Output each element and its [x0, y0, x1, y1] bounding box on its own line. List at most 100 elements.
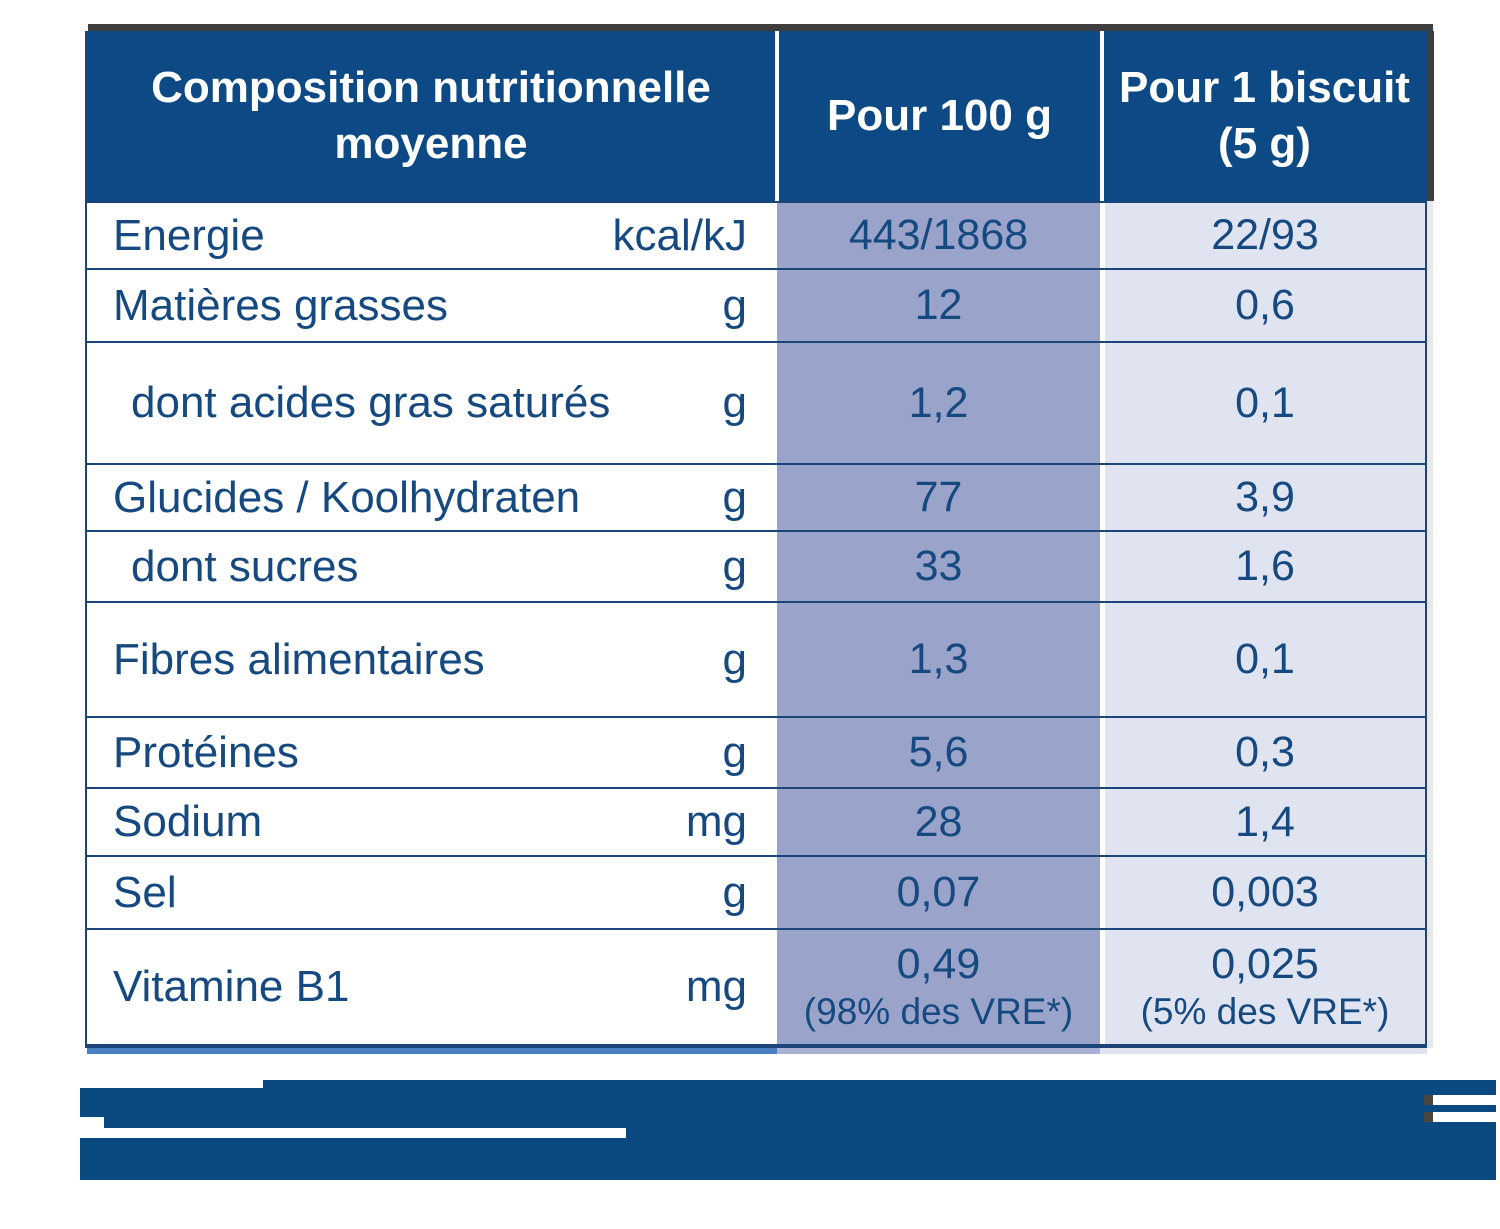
value-per-100g-main: 5,6 [908, 728, 969, 776]
redacted-footnote-notch [80, 1117, 104, 1128]
column-divider [1100, 789, 1105, 855]
nutrient-unit: g [722, 280, 747, 330]
nutrient-label: dont sucres [131, 541, 359, 591]
redacted-footnote-slot-2 [1433, 1112, 1500, 1122]
value-per-100g-note: (98% des VRE*) [803, 990, 1074, 1032]
table-bottom-edge-left [87, 1048, 777, 1054]
table-row: dont sucres g 33 1,6 [87, 530, 1425, 601]
table-row: Protéines g 5,6 0,3 [87, 716, 1425, 787]
column-divider [1100, 270, 1105, 341]
nutrient-label-cell: Glucides / Koolhydraten g [87, 465, 777, 530]
value-per-100g: 1,3 [777, 603, 1100, 716]
value-per-100g-main: 1,2 [908, 378, 969, 427]
value-per-biscuit: 1,6 [1105, 532, 1425, 601]
nutrient-unit: g [722, 867, 747, 917]
table-right-shadow-body [1427, 201, 1433, 1048]
value-per-biscuit-main: 0,3 [1235, 728, 1295, 776]
value-per-100g-main: 12 [914, 281, 963, 329]
nutrient-label: Protéines [113, 727, 299, 777]
value-per-biscuit: 1,4 [1105, 789, 1425, 855]
header-per-100g: Pour 100 g [779, 31, 1100, 201]
value-per-100g: 77 [777, 465, 1100, 530]
value-per-biscuit-main: 1,4 [1235, 797, 1295, 846]
column-divider [1100, 203, 1105, 268]
column-divider [1100, 718, 1105, 787]
value-per-100g-main: 443/1868 [848, 211, 1029, 259]
nutrient-unit: mg [685, 962, 747, 1011]
table-row: Glucides / Koolhydraten g 77 3,9 [87, 463, 1425, 530]
value-per-biscuit-note: (5% des VRE*) [1140, 990, 1390, 1032]
table-row: dont acides gras saturés g 1,2 0,1 [87, 341, 1425, 463]
value-per-biscuit-main: 1,6 [1235, 542, 1295, 590]
column-divider [1100, 930, 1105, 1044]
nutrient-label-cell: Fibres alimentaires g [87, 603, 777, 716]
table-row: Energie kcal/kJ 443/1868 22/93 [87, 201, 1425, 268]
nutrient-unit: mg [685, 797, 747, 846]
column-divider [1100, 857, 1105, 928]
header-per-biscuit-line1: Pour 1 biscuit [1119, 63, 1410, 112]
table-bottom-edge-middle [777, 1048, 1100, 1054]
nutrient-unit: g [722, 727, 747, 777]
nutrient-label: Glucides / Koolhydraten [113, 472, 581, 522]
nutrient-label-cell: Sodium mg [87, 789, 777, 855]
value-per-100g: 5,6 [777, 718, 1100, 787]
nutrient-unit: g [722, 634, 747, 684]
value-per-biscuit-main: 22/93 [1211, 211, 1319, 259]
nutrient-unit: g [722, 472, 747, 522]
value-per-biscuit: 0,1 [1105, 603, 1425, 716]
table-row: Vitamine B1 mg 0,49 (98% des VRE*) 0,025 (5% … [87, 928, 1425, 1044]
table-row: Sodium mg 28 1,4 [87, 787, 1425, 855]
value-per-biscuit-main: 0,6 [1235, 281, 1295, 329]
value-per-100g: 1,2 [777, 343, 1100, 463]
nutrient-unit: g [722, 541, 747, 591]
table-row: Sel g 0,07 0,003 [87, 855, 1425, 928]
nutrient-label: Sel [113, 867, 177, 917]
column-divider [1100, 532, 1105, 601]
value-per-biscuit: 3,9 [1105, 465, 1425, 530]
redacted-footnote-slot-1 [1433, 1095, 1500, 1105]
header-composition-line2: moyenne [334, 119, 528, 168]
header-composition-line1: Composition nutritionnelle [151, 63, 711, 112]
table-bottom-edge-right [1100, 1048, 1427, 1054]
value-per-100g-main: 33 [914, 542, 963, 590]
value-per-100g-main: 0,07 [896, 868, 981, 916]
redacted-footnote-line1 [263, 1080, 1496, 1128]
redacted-footnote-square-1 [1424, 1095, 1433, 1105]
value-per-biscuit: 0,003 [1105, 857, 1425, 928]
header-per-biscuit: Pour 1 biscuit (5 g) [1104, 31, 1425, 201]
redacted-footnote-bridge [626, 1126, 1496, 1140]
nutrient-unit: kcal/kJ [612, 210, 747, 260]
value-per-100g: 12 [777, 270, 1100, 341]
column-divider [1100, 465, 1105, 530]
value-per-biscuit: 0,1 [1105, 343, 1425, 463]
nutrition-table: Composition nutritionnelle moyenne Pour … [85, 31, 1427, 1048]
nutrient-unit: g [722, 378, 747, 427]
value-per-biscuit: 0,6 [1105, 270, 1425, 341]
column-divider [1100, 343, 1105, 463]
nutrient-label-cell: dont acides gras saturés g [87, 343, 777, 463]
value-per-100g: 0,49 (98% des VRE*) [777, 930, 1100, 1044]
header-composition: Composition nutritionnelle moyenne [87, 31, 775, 201]
table-top-shadow [88, 24, 1433, 31]
nutrient-label-cell: Vitamine B1 mg [87, 930, 777, 1044]
value-per-biscuit-main: 0,003 [1211, 868, 1319, 916]
table-row: Matières grasses g 12 0,6 [87, 268, 1425, 341]
nutrient-label: Sodium [113, 797, 263, 846]
nutrient-label-cell: Protéines g [87, 718, 777, 787]
nutrient-label: Fibres alimentaires [113, 634, 485, 684]
redacted-footnote-line2 [80, 1138, 1496, 1180]
header-per-biscuit-line2: (5 g) [1218, 119, 1311, 168]
nutrient-label: Energie [113, 210, 265, 260]
value-per-100g: 33 [777, 532, 1100, 601]
nutrient-label: Vitamine B1 [113, 962, 350, 1011]
value-per-biscuit: 0,3 [1105, 718, 1425, 787]
value-per-100g: 443/1868 [777, 203, 1100, 268]
value-per-biscuit: 22/93 [1105, 203, 1425, 268]
column-divider [1100, 603, 1105, 716]
table-row: Fibres alimentaires g 1,3 0,1 [87, 601, 1425, 716]
nutrient-label: dont acides gras saturés [131, 378, 611, 427]
value-per-biscuit-main: 3,9 [1235, 473, 1295, 521]
redacted-footnote-line1-left [80, 1088, 266, 1128]
value-per-100g: 28 [777, 789, 1100, 855]
